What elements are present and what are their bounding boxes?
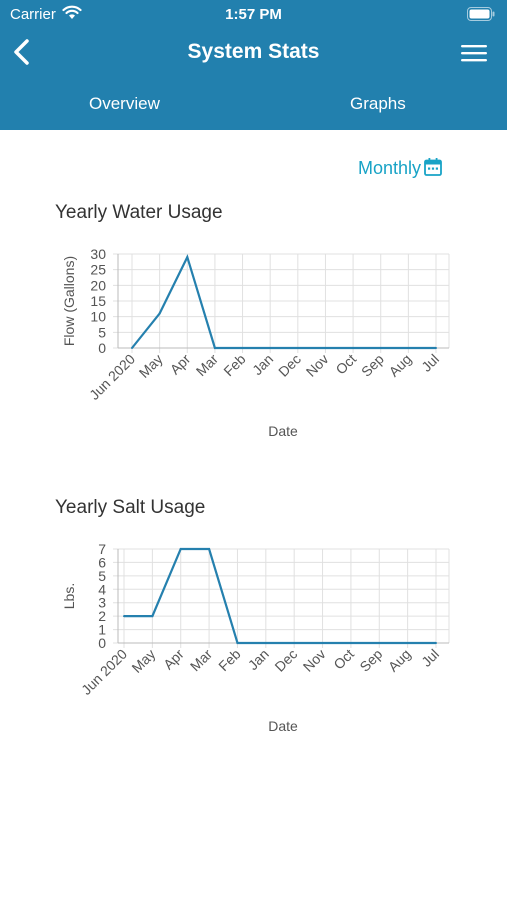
water-chart-y-tick-label: 20 xyxy=(90,277,106,293)
salt-chart-data-point xyxy=(406,642,409,644)
period-selector[interactable]: Monthly xyxy=(358,158,443,184)
salt-chart-y-tick-label: 3 xyxy=(98,595,106,611)
salt-chart-data-point xyxy=(264,642,267,644)
water-chart-x-tick-label: Mar xyxy=(193,351,222,380)
water-chart-x-tick-label: Jun 2020 xyxy=(86,351,138,403)
water-chart-x-tick-label: Jan xyxy=(249,351,276,378)
water-chart-x-tick-label: Dec xyxy=(275,351,304,380)
salt-chart-x-tick-label: Jun 2020 xyxy=(78,646,130,698)
salt-chart-series-line xyxy=(124,547,436,645)
hamburger-menu-icon xyxy=(461,45,487,62)
salt-chart-y-tick-label: 1 xyxy=(98,622,106,638)
water-chart-data-point xyxy=(213,347,216,349)
salt-chart-data-point xyxy=(236,642,239,644)
carrier-label: Carrier xyxy=(10,6,56,23)
water-chart-x-tick-label: Sep xyxy=(358,351,387,380)
status-time: 1:57 PM xyxy=(225,6,282,23)
water-chart-data-point xyxy=(407,347,410,349)
water-chart-data-point xyxy=(269,347,272,349)
water-chart-y-tick-label: 10 xyxy=(90,309,106,325)
water-chart-y-tick-label: 0 xyxy=(98,340,106,356)
salt-chart-data-point xyxy=(293,642,296,644)
water-chart-x-tick-label: May xyxy=(136,351,166,381)
water-chart-y-axis-title: Flow (Gallons) xyxy=(61,256,77,346)
salt-chart-x-axis-title: Date xyxy=(268,718,298,734)
salt-chart-y-tick-label: 7 xyxy=(98,541,106,557)
water-chart-x-tick-label: Nov xyxy=(303,351,332,380)
chevron-left-icon xyxy=(14,39,29,65)
water-chart-series-line xyxy=(131,254,436,350)
salt-chart-x-tick-label: May xyxy=(128,646,158,676)
water-chart-x-tick-label: Jul xyxy=(418,351,442,375)
tab-overview[interactable]: Overview xyxy=(89,94,160,113)
wifi-icon xyxy=(62,5,82,26)
salt-chart-data-point xyxy=(151,615,154,618)
salt-chart-y-tick-label: 6 xyxy=(98,554,106,570)
salt-chart-data-point xyxy=(208,548,211,550)
app-header: Carrier 1:57 PM System Stats xyxy=(0,0,507,130)
salt-chart-x-tick-label: Mar xyxy=(187,646,216,675)
salt-chart-x-tick-label: Nov xyxy=(300,646,329,675)
salt-chart-x-tick-label: Aug xyxy=(385,646,414,675)
salt-chart-x-tick-label: Apr xyxy=(160,646,187,673)
salt-chart-x-tick-label: Dec xyxy=(271,646,300,675)
salt-chart-x-tick-label: Oct xyxy=(330,646,357,673)
navigation-bar: System Stats xyxy=(0,30,507,74)
salt-chart-title: Yearly Salt Usage xyxy=(55,497,206,518)
water-chart-x-tick-label: Oct xyxy=(332,351,359,378)
salt-chart-y-axis-title: Lbs. xyxy=(61,583,77,609)
water-chart-data-point xyxy=(379,347,382,349)
salt-chart-data-point xyxy=(123,615,125,618)
tab-bar: Overview Graphs xyxy=(0,84,507,124)
water-chart-data-point xyxy=(241,347,244,349)
salt-chart-data-point xyxy=(179,548,182,550)
water-chart-data-point xyxy=(131,347,133,349)
water-chart-y-tick-label: 25 xyxy=(90,262,106,278)
salt-chart-data-point xyxy=(321,642,324,644)
salt-chart-data-point xyxy=(435,642,437,644)
water-chart-data-point xyxy=(296,347,299,349)
water-chart-data-point xyxy=(435,347,437,349)
water-chart-x-axis-title: Date xyxy=(268,423,298,439)
water-chart-data-point xyxy=(324,347,327,349)
water-chart-y-tick-label: 15 xyxy=(90,293,106,309)
salt-chart-y-tick-label: 5 xyxy=(98,568,106,584)
tab-graphs[interactable]: Graphs xyxy=(350,94,406,113)
salt-chart-x-tick-label: Jul xyxy=(418,646,442,670)
menu-button[interactable] xyxy=(459,42,489,64)
page-title: System Stats xyxy=(187,40,320,63)
water-chart-y-tick-label: 5 xyxy=(98,324,106,340)
calendar-icon xyxy=(424,158,442,176)
salt-chart-data-point xyxy=(378,642,381,644)
water-chart-y-tick-label: 30 xyxy=(90,246,106,262)
salt-chart-y-tick-label: 0 xyxy=(98,635,106,651)
status-bar: Carrier 1:57 PM xyxy=(0,0,507,28)
water-chart-x-tick-label: Apr xyxy=(167,351,194,378)
battery-icon xyxy=(467,7,495,26)
water-chart-x-tick-label: Feb xyxy=(220,351,249,380)
salt-chart-y-tick-label: 4 xyxy=(98,581,106,597)
salt-chart-data-point xyxy=(349,642,352,644)
salt-chart-x-tick-label: Sep xyxy=(356,646,385,675)
water-chart-title: Yearly Water Usage xyxy=(55,202,223,223)
back-button[interactable] xyxy=(8,36,38,68)
period-label: Monthly xyxy=(358,158,422,178)
salt-chart-x-tick-label: Feb xyxy=(215,646,244,675)
water-chart-data-point xyxy=(186,256,189,259)
water-chart-data-point xyxy=(352,347,355,349)
salt-chart-y-tick-label: 2 xyxy=(98,608,106,624)
water-chart-data-point xyxy=(158,312,161,315)
water-chart-x-tick-label: Aug xyxy=(386,351,415,380)
salt-chart-x-tick-label: Jan xyxy=(245,646,272,673)
salt-chart-grid xyxy=(113,548,450,648)
